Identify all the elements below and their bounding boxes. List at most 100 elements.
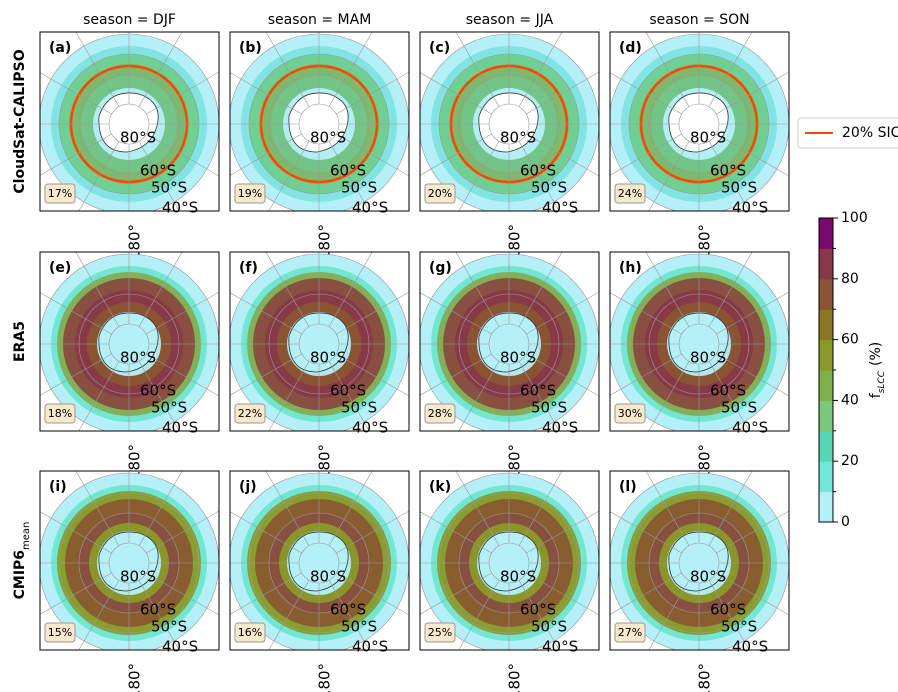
lat-label: 60°S [710,162,746,180]
map [40,32,219,211]
graticule [610,572,682,615]
lat-label: 80°S [690,349,726,367]
panel-letter: (l) [619,479,637,495]
lat-label: 80°S [690,129,726,147]
percent-box [424,183,456,204]
graticule [328,252,373,327]
lon-label: 180° [696,663,714,692]
percent-box [234,403,266,424]
graticule [230,572,302,615]
graticule [328,580,370,650]
graticule [455,32,500,107]
graticule [716,572,789,616]
percent-label: 16% [238,626,262,639]
graticule [230,511,302,554]
lat-label: 80°S [310,568,346,586]
graticule [645,471,690,546]
lat-label: 80°S [500,349,536,367]
lat-label: 80°S [500,129,536,147]
graticule [138,471,183,546]
lat-label: 40°S [162,419,198,437]
percent-label: 19% [238,187,262,200]
graticule [75,252,120,327]
graticule [78,580,120,650]
graticule [138,361,180,431]
panel-letter: (a) [49,40,71,56]
graticule [420,292,492,335]
graticule [40,292,112,335]
graticule [518,252,563,327]
graticule [716,291,789,335]
graticule [40,72,112,115]
lat-label: 40°S [352,419,388,437]
colorbar-tick-label: 40 [841,392,859,408]
colorbar-tick-label: 0 [841,514,850,530]
graticule [708,141,750,211]
panel-frame [609,31,790,212]
lat-label: 50°S [341,399,377,417]
graticule [648,361,690,431]
map [610,252,789,431]
percent-label: 15% [48,626,72,639]
panel-frame [39,251,220,432]
graticule [526,71,599,115]
lat-label: 40°S [542,419,578,437]
graticule [336,510,409,554]
graticule [40,133,112,176]
graticule [230,72,302,115]
colorbar-bin [819,248,833,280]
colorbar-bin [819,339,833,371]
panel-frame [229,31,410,212]
graticule [610,353,682,396]
lat-label: 80°S [310,349,346,367]
lat-label: 50°S [721,179,757,197]
graticule [146,510,219,554]
lat-label: 80°S [500,568,536,586]
graticule [230,292,302,335]
panel-letter: (i) [49,479,67,495]
graticule [265,32,310,107]
colorbar-bin [819,278,833,310]
graticule [648,580,690,650]
graticule [455,471,500,546]
colorbar-label-sub: sLCC [877,370,887,393]
lat-label: 80°S [120,568,156,586]
colorbar-bin [819,400,833,432]
graticule [526,133,599,177]
lat-label: 50°S [151,399,187,417]
lat-label: 60°S [710,382,746,400]
lat-label: 40°S [542,638,578,656]
lon-label: 180° [506,224,524,260]
graticule [268,580,310,650]
lat-label: 60°S [140,382,176,400]
graticule [265,252,310,327]
column-title: season = DJF [83,12,176,28]
graticule [420,72,492,115]
graticule [526,353,599,397]
graticule [75,471,120,546]
graticule [265,471,310,546]
lat-label: 80°S [310,129,346,147]
graticule [518,580,560,650]
graticule [645,252,690,327]
map [610,471,789,650]
lat-label: 50°S [341,618,377,636]
graticule [458,141,500,211]
panel-letter: (k) [429,479,451,495]
percent-label: 18% [48,407,72,420]
legend-box [797,117,898,149]
map [230,252,409,431]
graticule [716,71,789,115]
panel-letter: (b) [239,40,262,56]
colorbar-bin [819,370,833,401]
panel-letter: (c) [429,40,450,56]
graticule [645,32,690,107]
column-title: season = JJA [466,12,554,28]
lat-label: 60°S [710,601,746,619]
percent-label: 24% [618,187,642,200]
colorbar-tick-label: 60 [841,332,859,348]
panel-frame [39,470,220,651]
row-label: ERA5 [12,321,28,362]
lat-label: 50°S [531,618,567,636]
panel-letter: (d) [619,40,642,56]
